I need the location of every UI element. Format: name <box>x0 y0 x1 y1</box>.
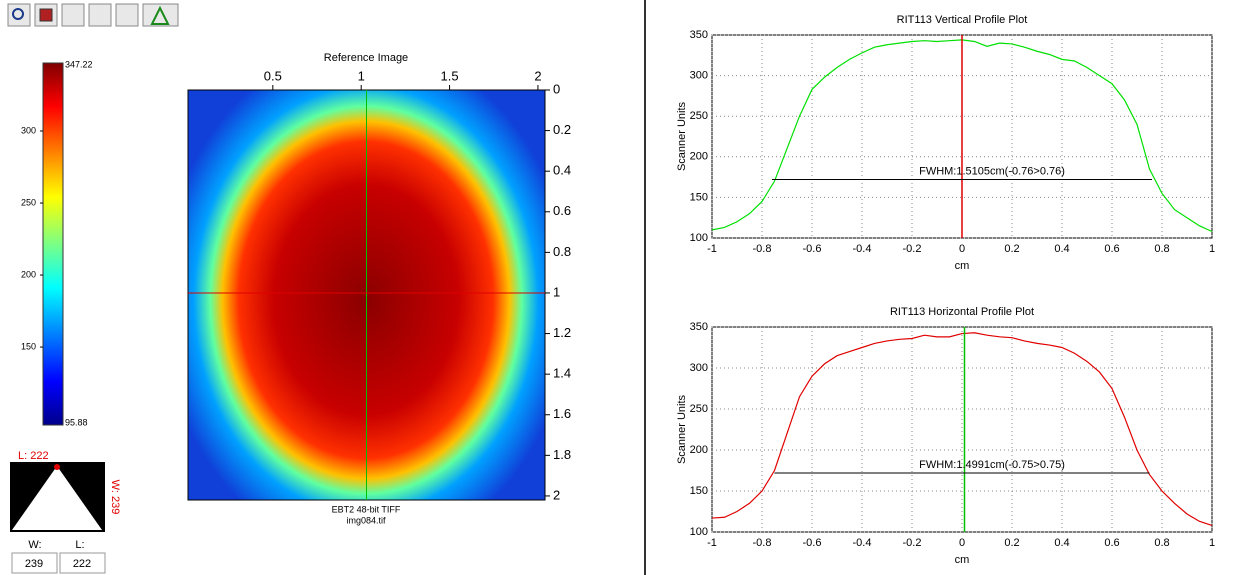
image-y-tick-label: 0.2 <box>553 122 571 137</box>
width-label: W: 239 <box>109 480 121 515</box>
y-tick-label: 350 <box>690 29 708 41</box>
y-tick-label: 100 <box>690 526 708 538</box>
colorbar-max-label: 347.22 <box>65 59 93 69</box>
x-axis-label: cm <box>955 260 970 272</box>
x-tick-label: -0.2 <box>903 537 922 549</box>
image-y-tick-label: 0.4 <box>553 163 571 178</box>
colorbar-tick-label: 250 <box>21 197 36 207</box>
pan-button[interactable] <box>62 4 84 26</box>
l-caption: L: <box>75 539 84 551</box>
grid-icon <box>40 9 52 21</box>
x-tick-label: 0.4 <box>1054 243 1069 255</box>
wl-handle[interactable] <box>54 464 60 470</box>
colorbar-min-label: 95.88 <box>65 417 88 427</box>
w-input-value: 239 <box>25 558 43 570</box>
chart-title: RIT113 Vertical Profile Plot <box>897 14 1028 26</box>
image-title: Reference Image <box>324 52 408 64</box>
image-y-tick-label: 0.8 <box>553 244 571 259</box>
w-caption: W: <box>28 539 41 551</box>
y-axis-label: Scanner Units <box>676 101 688 171</box>
y-tick-label: 150 <box>690 191 708 203</box>
x-tick-label: 0.8 <box>1154 243 1169 255</box>
x-tick-label: -0.4 <box>853 537 872 549</box>
plot-area <box>712 327 1212 532</box>
x-tick-label: -1 <box>707 537 717 549</box>
y-tick-label: 300 <box>690 362 708 374</box>
colorbar-tick-label: 150 <box>21 341 36 351</box>
y-tick-label: 150 <box>690 485 708 497</box>
y-tick-label: 200 <box>690 151 708 163</box>
level-label: L: 222 <box>18 450 49 462</box>
x-tick-label: -0.6 <box>803 537 822 549</box>
y-tick-label: 100 <box>690 232 708 244</box>
x-tick-label: -0.6 <box>803 243 822 255</box>
l-input-value: 222 <box>73 558 91 570</box>
image-x-tick-label: 2 <box>534 68 541 83</box>
zoom-button[interactable] <box>8 4 30 26</box>
x-tick-label: 0.8 <box>1154 537 1169 549</box>
image-x-tick-label: 1.5 <box>441 68 459 83</box>
y-axis-label: Scanner Units <box>676 394 688 464</box>
x-tick-label: -1 <box>707 243 717 255</box>
x-tick-label: 0.6 <box>1104 537 1119 549</box>
image-x-tick-label: 1 <box>358 68 365 83</box>
x-tick-label: 0.4 <box>1054 537 1069 549</box>
colorbar-tick-label: 200 <box>21 269 36 279</box>
app-window: L: 222 W: 239 W: L: 239 222 Reference Im… <box>0 0 1257 575</box>
image-y-tick-label: 0.6 <box>553 203 571 218</box>
colorbar <box>43 63 63 425</box>
x-tick-label: 0.6 <box>1104 243 1119 255</box>
window-level-widget: L: 222 W: 239 W: L: 239 222 <box>10 450 121 573</box>
image-y-tick-label: 1 <box>553 284 560 299</box>
x-tick-label: -0.8 <box>753 243 772 255</box>
x-tick-label: 0.2 <box>1004 537 1019 549</box>
image-y-tick-label: 0 <box>553 81 560 96</box>
x-axis-label: cm <box>955 554 970 566</box>
info-button[interactable] <box>116 4 138 26</box>
x-tick-label: 0 <box>959 537 965 549</box>
image-x-tick-label: 0.5 <box>264 68 282 83</box>
y-tick-label: 300 <box>690 70 708 82</box>
y-tick-label: 250 <box>690 403 708 415</box>
x-tick-label: 1 <box>1209 243 1215 255</box>
x-tick-label: -0.2 <box>903 243 922 255</box>
ruler-button[interactable] <box>89 4 111 26</box>
y-tick-label: 250 <box>690 110 708 122</box>
image-y-tick-label: 1.6 <box>553 406 571 421</box>
fwhm-label: FWHM:1.5105cm(-0.76>0.76) <box>919 165 1065 177</box>
image-caption: EBT2 48-bit TIFF <box>332 504 401 514</box>
image-y-tick-label: 2 <box>553 487 560 502</box>
image-y-tick-label: 1.2 <box>553 325 571 340</box>
image-y-tick-label: 1.8 <box>553 447 571 462</box>
image-filename: img084.tif <box>346 515 386 525</box>
colorbar-tick-label: 300 <box>21 125 36 135</box>
y-tick-label: 200 <box>690 444 708 456</box>
chart-title: RIT113 Horizontal Profile Plot <box>890 306 1034 318</box>
image-y-tick-label: 1.4 <box>553 366 571 381</box>
fwhm-label: FWHM:1.4991cm(-0.75>0.75) <box>919 459 1065 471</box>
x-tick-label: -0.4 <box>853 243 872 255</box>
x-tick-label: 0 <box>959 243 965 255</box>
y-tick-label: 350 <box>690 321 708 333</box>
x-tick-label: -0.8 <box>753 537 772 549</box>
x-tick-label: 0.2 <box>1004 243 1019 255</box>
x-tick-label: 1 <box>1209 537 1215 549</box>
